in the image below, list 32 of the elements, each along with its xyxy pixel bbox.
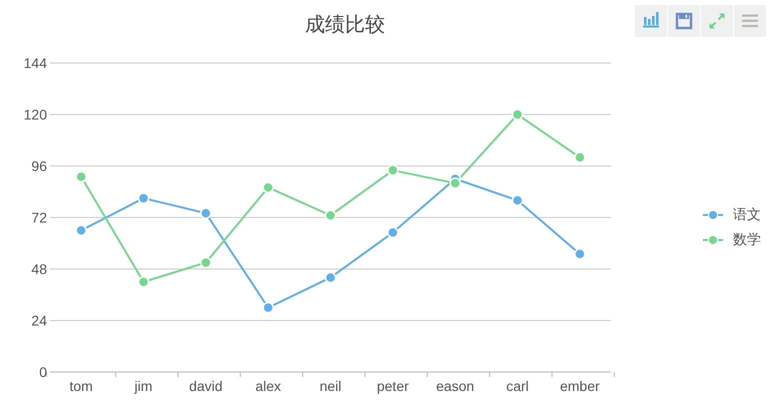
point: [75, 224, 87, 236]
point: [387, 226, 399, 238]
point: [512, 194, 524, 206]
y-tick-label: 24: [31, 312, 48, 328]
point: [200, 256, 212, 268]
point: [262, 182, 274, 194]
y-tick-label: 48: [31, 260, 48, 277]
x-tick-label: peter: [376, 378, 410, 394]
y-tick-label: 0: [39, 364, 48, 380]
x-tick-label: david: [189, 378, 223, 394]
chart-title: 成绩比较: [304, 13, 386, 38]
point: [324, 272, 336, 284]
x-tick-label: alex: [255, 378, 282, 394]
point: [449, 177, 461, 189]
point: [324, 210, 336, 222]
y-tick-label: 120: [24, 106, 48, 122]
x-tick-label: tom: [69, 378, 93, 394]
y-tick-label: 96: [31, 158, 48, 174]
point: [138, 276, 150, 288]
x-tick-label: carl: [506, 378, 529, 394]
point: [262, 302, 274, 314]
x-tick-label: eason: [436, 378, 474, 394]
x-tick-label: ember: [560, 378, 600, 394]
y-tick-label: 72: [31, 209, 48, 226]
y-tick-label: 144: [24, 54, 48, 71]
point: [574, 248, 586, 260]
point: [512, 108, 524, 120]
legend-label: 语文: [733, 206, 761, 224]
x-tick-label: jim: [134, 378, 152, 394]
legend-label: 数学: [733, 230, 761, 248]
x-tick-label: neil: [320, 378, 342, 394]
point: [574, 152, 586, 164]
